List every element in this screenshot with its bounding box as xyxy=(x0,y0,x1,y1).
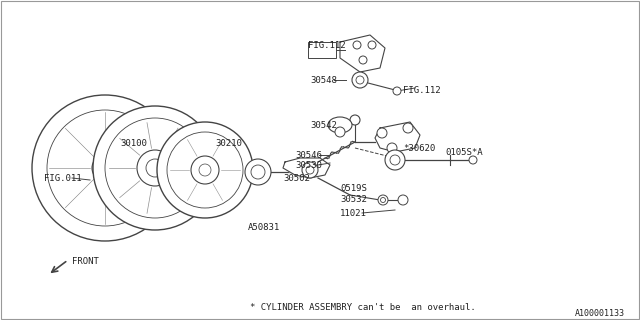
Text: 30100: 30100 xyxy=(120,139,147,148)
Ellipse shape xyxy=(328,117,352,133)
Circle shape xyxy=(93,106,217,230)
Circle shape xyxy=(105,118,205,218)
Circle shape xyxy=(157,122,253,218)
Text: FIG.011: FIG.011 xyxy=(44,173,82,182)
Text: A100001133: A100001133 xyxy=(575,308,625,317)
Circle shape xyxy=(251,165,265,179)
Circle shape xyxy=(368,41,376,49)
Circle shape xyxy=(350,115,360,125)
Circle shape xyxy=(381,197,385,203)
Text: 30502: 30502 xyxy=(283,173,310,182)
Circle shape xyxy=(356,76,364,84)
Text: 30532: 30532 xyxy=(340,196,367,204)
Circle shape xyxy=(32,95,178,241)
Text: 30210: 30210 xyxy=(215,139,242,148)
Circle shape xyxy=(377,128,387,138)
Circle shape xyxy=(359,56,367,64)
Text: 11021: 11021 xyxy=(340,209,367,218)
Circle shape xyxy=(137,150,173,186)
Text: 30546: 30546 xyxy=(295,150,322,159)
Polygon shape xyxy=(340,35,385,72)
Text: 0519S: 0519S xyxy=(340,183,367,193)
Circle shape xyxy=(390,155,400,165)
Circle shape xyxy=(167,132,243,208)
Bar xyxy=(308,42,336,58)
Circle shape xyxy=(403,123,413,133)
Text: 30530: 30530 xyxy=(295,161,322,170)
Circle shape xyxy=(387,143,397,153)
Circle shape xyxy=(302,162,318,178)
Circle shape xyxy=(191,156,219,184)
Circle shape xyxy=(352,72,368,88)
Circle shape xyxy=(335,127,345,137)
Circle shape xyxy=(98,161,112,175)
Polygon shape xyxy=(375,122,420,152)
Circle shape xyxy=(306,166,314,174)
Text: FIG.112: FIG.112 xyxy=(308,41,346,50)
Circle shape xyxy=(146,159,164,177)
Circle shape xyxy=(398,195,408,205)
Text: FRONT: FRONT xyxy=(72,258,99,267)
Circle shape xyxy=(385,150,405,170)
Circle shape xyxy=(393,87,401,95)
Text: 30548: 30548 xyxy=(310,76,337,84)
Text: FIG.112: FIG.112 xyxy=(403,85,440,94)
Circle shape xyxy=(245,159,271,185)
Polygon shape xyxy=(283,158,330,178)
Text: A50831: A50831 xyxy=(248,223,280,233)
Circle shape xyxy=(92,155,118,181)
Circle shape xyxy=(199,164,211,176)
Text: 0105S*A: 0105S*A xyxy=(445,148,483,156)
Circle shape xyxy=(353,41,361,49)
Circle shape xyxy=(469,156,477,164)
Text: *30620: *30620 xyxy=(403,143,435,153)
Text: * CYLINDER ASSEMBRY can't be  an overhaul.: * CYLINDER ASSEMBRY can't be an overhaul… xyxy=(250,303,476,313)
Text: 30542: 30542 xyxy=(310,121,337,130)
Circle shape xyxy=(47,110,163,226)
Circle shape xyxy=(378,195,388,205)
